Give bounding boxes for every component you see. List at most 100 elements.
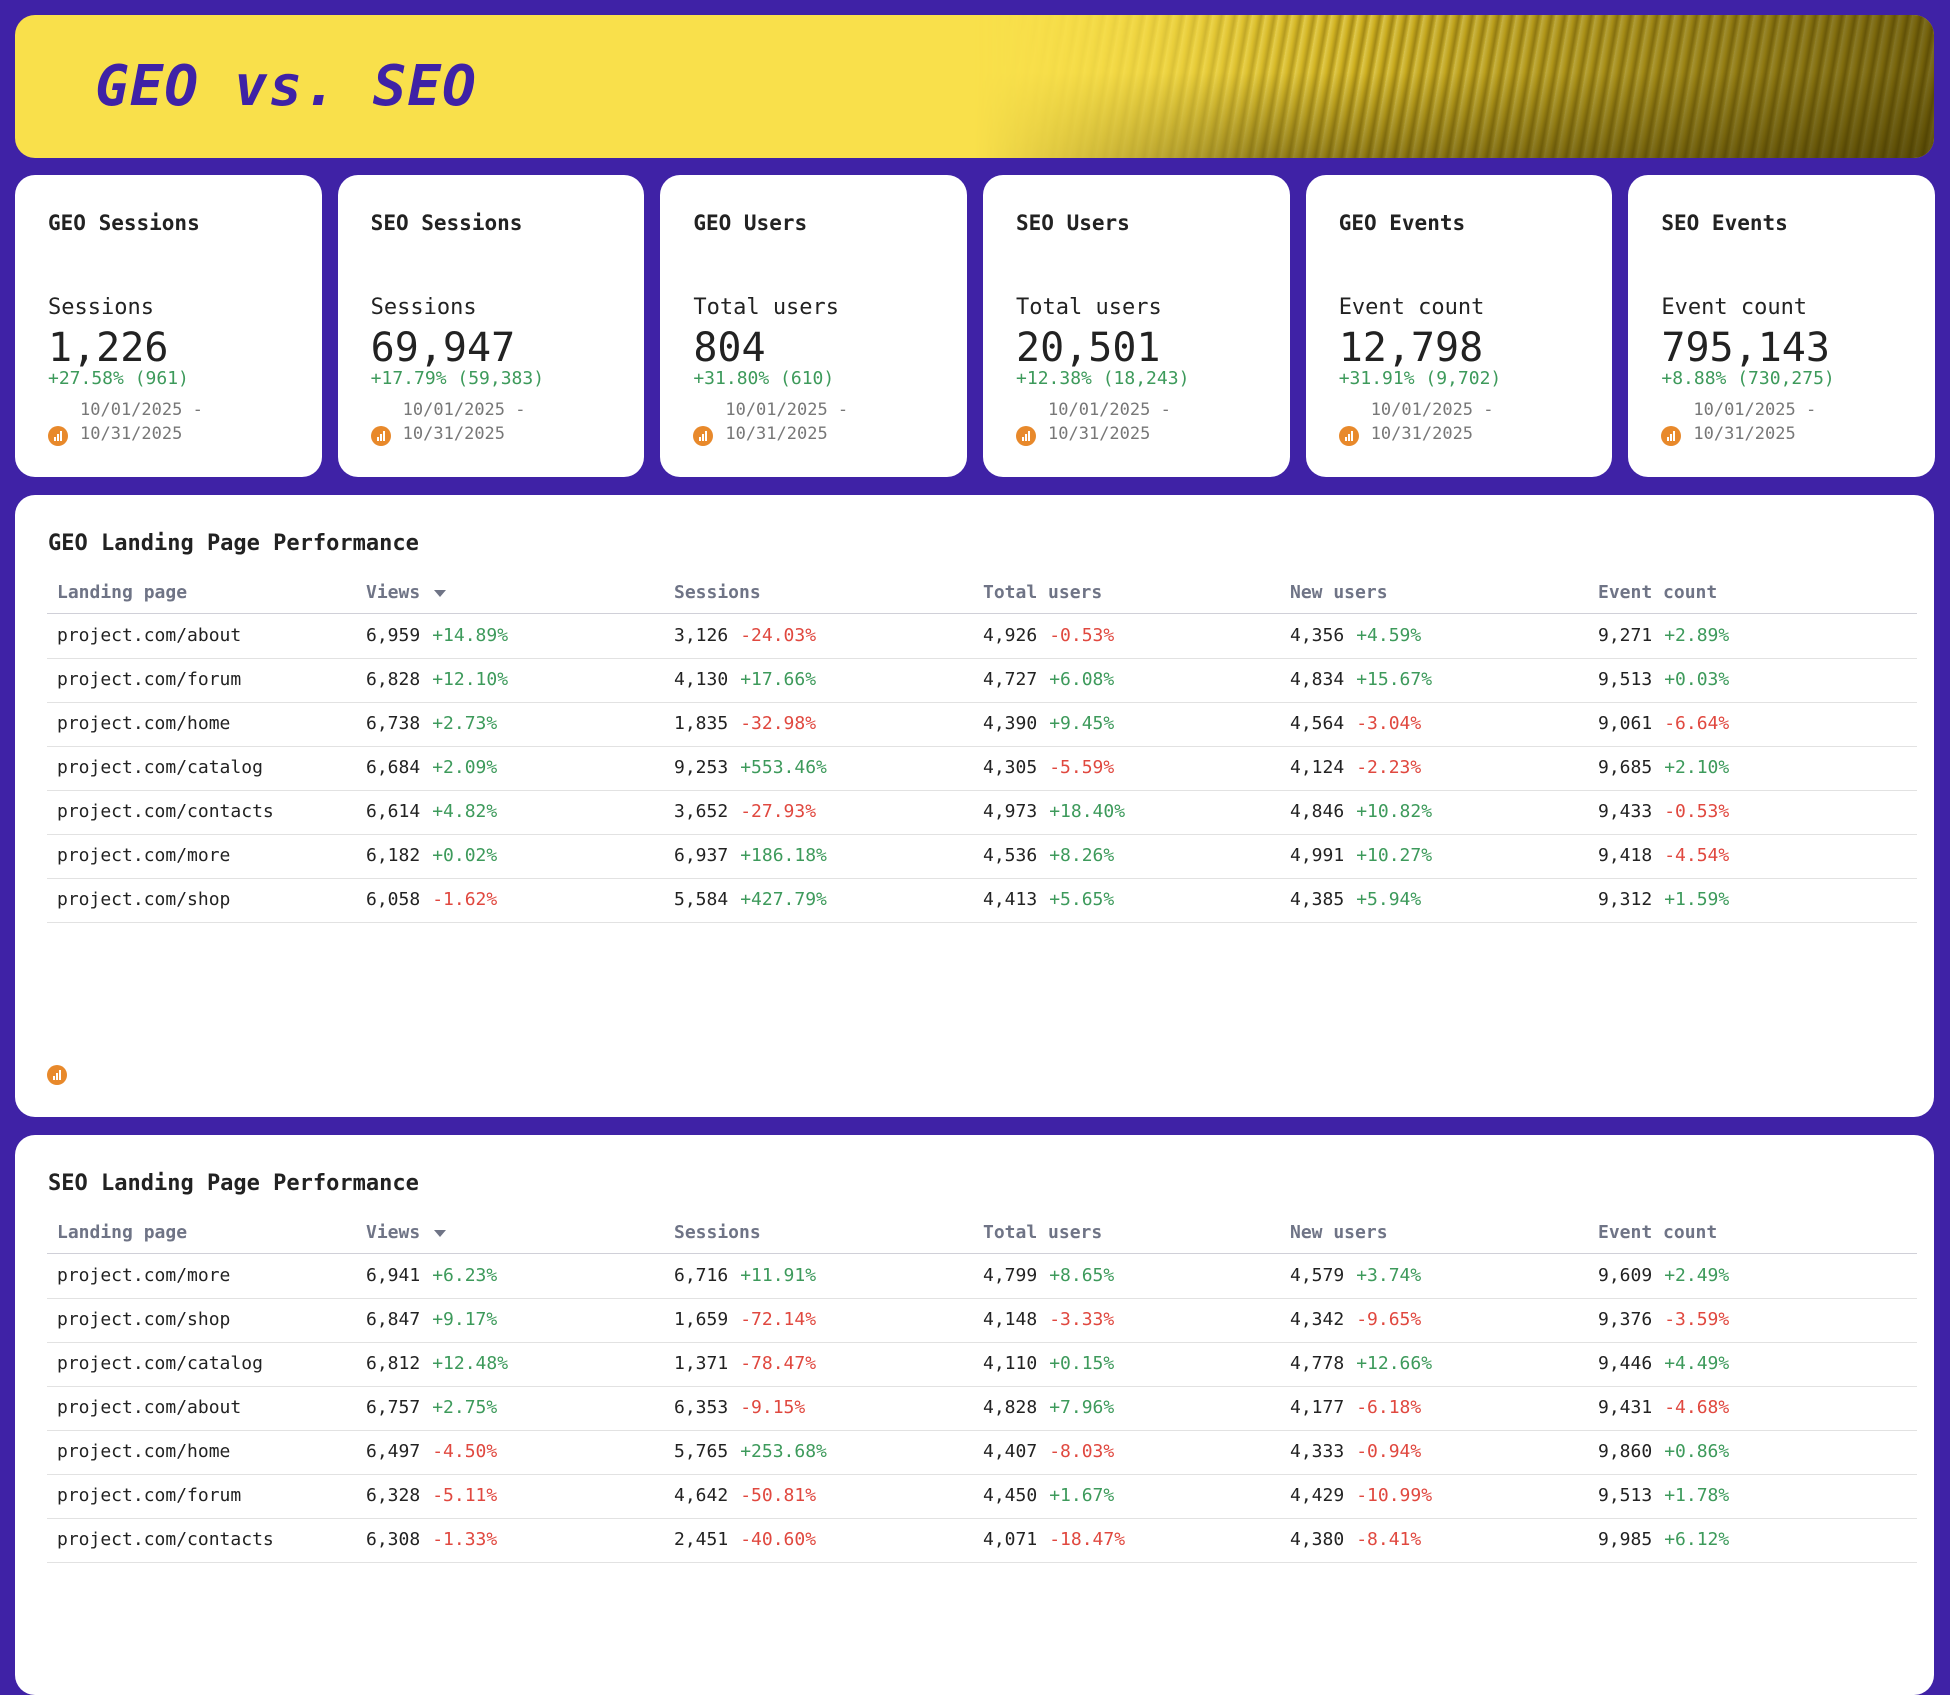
source-icon (370, 426, 391, 450)
metric-value: 3,126 (674, 625, 729, 646)
metric-value: 4,727 (983, 669, 1038, 690)
metric-value: 804 (693, 325, 766, 371)
column-header-label: Views (366, 1222, 421, 1243)
metric-change: +2.75% (432, 1397, 498, 1418)
source-icon-graphic (370, 426, 391, 446)
metric-cell: 4,727 +6.08% (983, 658, 1114, 702)
metric-change: +2.49% (1664, 1265, 1730, 1286)
metric-change: -3.59% (1664, 1309, 1730, 1330)
metric-change: +31.91% (9,702) (1338, 368, 1502, 389)
metric-cell: 6,614 +4.82% (366, 790, 497, 834)
column-header[interactable]: Sessions (674, 573, 761, 613)
metric-cell: 4,536 +8.26% (983, 834, 1114, 878)
column-header[interactable]: Total users (983, 1213, 1102, 1253)
metric-change: -4.54% (1664, 845, 1730, 866)
metric-cell: 2,451 -40.60% (674, 1518, 816, 1562)
metric-cell: 4,778 +12.66% (1290, 1342, 1432, 1386)
source-icon-graphic (47, 1065, 67, 1085)
column-header-label: Views (366, 582, 421, 603)
landing-page: project.com/about (57, 1397, 242, 1418)
column-header[interactable]: New users (1290, 1213, 1388, 1253)
metric-cell: 9,312 +1.59% (1598, 878, 1729, 922)
metric-value: 4,385 (1290, 889, 1345, 910)
column-header[interactable]: Views (366, 573, 447, 613)
metric-value: 4,991 (1290, 845, 1345, 866)
metric-change: +31.80% (610) (693, 368, 835, 389)
metric-change: +3.74% (1356, 1265, 1422, 1286)
sort-indicator[interactable] (434, 589, 447, 597)
column-header-label: Total users (983, 1222, 1103, 1243)
metric-change: +8.26% (1049, 845, 1115, 866)
table-row: project.com/contacts 6,308 -1.33% 2,451 -40.… (47, 1518, 1917, 1563)
metric-change: -32.98% (740, 713, 817, 734)
metric-change: +427.79% (740, 889, 827, 910)
metric-cell: 6,937 +186.18% (674, 834, 827, 878)
landing-page: project.com/home (57, 1441, 231, 1462)
column-header[interactable]: Sessions (674, 1213, 761, 1253)
metric-change: +17.79% (59,383) (370, 368, 545, 389)
metric-cell: 4,130 +17.66% (674, 658, 816, 702)
scorecard: SEO Sessions Sessions 69,947 +17.79% (59,38… (337, 175, 645, 477)
metric-value: 4,407 (983, 1441, 1038, 1462)
landing-page: project.com/forum (57, 669, 242, 690)
metric-cell: 9,985 +6.12% (1598, 1518, 1729, 1562)
metric-value: 69,947 (370, 325, 516, 371)
metric-cell: 6,828 +12.10% (366, 658, 508, 702)
metric-cell: 1,371 -78.47% (674, 1342, 816, 1386)
metric-value: 9,860 (1598, 1441, 1653, 1462)
metric-cell: 1,659 -72.14% (674, 1298, 816, 1342)
column-header-label: Landing page (57, 1222, 188, 1243)
metric-label: Event count (1661, 295, 1808, 320)
metric-value: 9,271 (1598, 625, 1653, 646)
column-header[interactable]: New users (1290, 573, 1388, 613)
metric-value: 12,798 (1338, 325, 1484, 371)
metric-change: +0.15% (1049, 1353, 1115, 1374)
metric-change: +12.38% (18,243) (1016, 368, 1190, 389)
metric-change: +253.68% (740, 1441, 827, 1462)
column-header[interactable]: Landing page (57, 1213, 187, 1253)
table-header: Landing page Views Sessions Total users New … (47, 573, 1917, 614)
metric-value: 4,390 (983, 713, 1038, 734)
metric-change: -3.04% (1356, 713, 1422, 734)
metric-cell: 4,342 -9.65% (1290, 1298, 1421, 1342)
metric-change: -5.59% (1049, 757, 1115, 778)
table-title: GEO Landing Page Performance (48, 531, 419, 556)
metric-cell: 4,429 -10.99% (1290, 1474, 1432, 1518)
metric-change: -27.93% (740, 801, 817, 822)
table-row: project.com/home 6,738 +2.73% 1,835 -32.98% 4… (47, 702, 1917, 747)
metric-value: 6,497 (366, 1441, 421, 1462)
column-header[interactable]: Landing page (57, 573, 187, 613)
metric-change: -3.33% (1049, 1309, 1115, 1330)
metric-value: 6,614 (366, 801, 421, 822)
metric-change: +553.46% (740, 757, 827, 778)
metric-cell: 4,385 +5.94% (1290, 878, 1421, 922)
metric-value: 9,513 (1598, 669, 1653, 690)
metric-value: 6,828 (366, 669, 421, 690)
metric-change: -6.64% (1664, 713, 1730, 734)
metric-value: 6,684 (366, 757, 421, 778)
metric-change: +12.66% (1356, 1353, 1433, 1374)
metric-change: -5.11% (432, 1485, 498, 1506)
metric-cell: 9,513 +1.78% (1598, 1474, 1729, 1518)
metric-change: +0.02% (432, 845, 498, 866)
metric-cell: 4,390 +9.45% (983, 702, 1114, 746)
metric-change: +14.89% (432, 625, 509, 646)
date-range: 10/01/2025 - (725, 400, 849, 420)
column-header[interactable]: Event count (1598, 573, 1717, 613)
metric-change: +12.10% (432, 669, 509, 690)
metric-value: 9,061 (1598, 713, 1653, 734)
date-range: 10/31/2025 (725, 424, 828, 444)
date-range: 10/01/2025 - (80, 400, 203, 420)
sort-indicator[interactable] (434, 1229, 447, 1237)
metric-value: 1,835 (674, 713, 729, 734)
metric-cell: 3,652 -27.93% (674, 790, 816, 834)
metric-value: 4,799 (983, 1265, 1038, 1286)
date-range: 10/01/2025 - (402, 400, 526, 420)
column-header[interactable]: Total users (983, 573, 1102, 613)
metric-change: -78.47% (740, 1353, 817, 1374)
column-header[interactable]: Views (366, 1213, 447, 1253)
landing-page: project.com/catalog (57, 757, 263, 778)
column-header[interactable]: Event count (1598, 1213, 1717, 1253)
metric-value: 4,356 (1290, 625, 1345, 646)
metric-change: +6.12% (1664, 1529, 1730, 1550)
